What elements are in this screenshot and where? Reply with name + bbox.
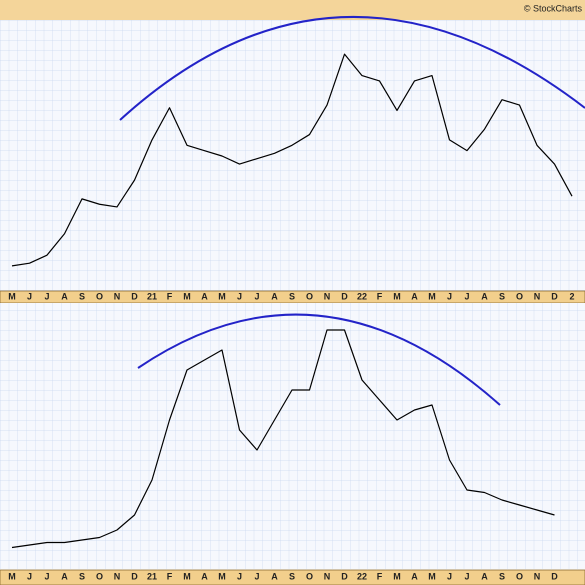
x-tick-label: M (428, 291, 436, 301)
trend-arc (119, 16, 585, 121)
x-tick-label: J (237, 291, 242, 301)
x-tick-label: D (341, 291, 348, 301)
x-tick-label: F (167, 291, 173, 301)
x-tick-label: M (218, 291, 226, 301)
header-bar (0, 0, 585, 20)
x-tick-label: N (324, 291, 331, 301)
x-tick-label: O (516, 571, 523, 581)
x-tick-label: M (183, 571, 191, 581)
x-tick-label: J (44, 291, 49, 301)
x-tick-label: F (377, 571, 383, 581)
x-tick-label: A (61, 571, 68, 581)
x-tick-label: S (289, 291, 295, 301)
x-tick-label: F (167, 571, 173, 581)
x-tick-label: M (393, 291, 401, 301)
x-tick-label: A (481, 571, 488, 581)
x-tick-label: M (393, 571, 401, 581)
x-tick-label: A (61, 291, 68, 301)
x-tick-label: J (44, 571, 49, 581)
x-tick-label: A (201, 571, 208, 581)
x-tick-label: S (499, 571, 505, 581)
x-tick-label: 22 (357, 571, 367, 581)
x-tick-label: A (271, 571, 278, 581)
x-tick-label: S (79, 291, 85, 301)
x-tick-label: A (271, 291, 278, 301)
x-tick-label: J (27, 571, 32, 581)
panel-grid (0, 20, 585, 291)
price-line (11, 53, 573, 267)
x-tick-label: M (8, 291, 16, 301)
x-tick-label: 21 (147, 571, 157, 581)
x-tick-label: D (131, 291, 138, 301)
x-tick-label: O (306, 291, 313, 301)
x-tick-label: A (411, 571, 418, 581)
x-tick-label: J (464, 571, 469, 581)
x-tick-label: 2 (569, 291, 574, 301)
x-tick-label: J (237, 571, 242, 581)
x-tick-label: D (551, 571, 558, 581)
x-tick-label: J (447, 291, 452, 301)
x-tick-label: J (464, 291, 469, 301)
x-tick-label: F (377, 291, 383, 301)
x-tick-label: D (551, 291, 558, 301)
x-tick-label: M (428, 571, 436, 581)
x-tick-label: M (8, 571, 16, 581)
x-tick-label: N (534, 291, 541, 301)
x-tick-label: M (183, 291, 191, 301)
x-tick-label: S (289, 571, 295, 581)
x-tick-label: O (516, 291, 523, 301)
x-tick-label: J (27, 291, 32, 301)
x-tick-label: 22 (357, 291, 367, 301)
x-tick-label: J (447, 571, 452, 581)
x-tick-label: J (254, 291, 259, 301)
x-tick-label: O (96, 291, 103, 301)
x-tick-label: N (534, 571, 541, 581)
price-line (11, 329, 555, 549)
panel-grid (0, 303, 585, 569)
x-tick-label: A (481, 291, 488, 301)
x-tick-label: J (254, 571, 259, 581)
x-tick-label: S (79, 571, 85, 581)
x-tick-label: D (341, 571, 348, 581)
x-tick-label: 21 (147, 291, 157, 301)
x-tick-label: N (114, 291, 121, 301)
source: © StockCharts (524, 3, 583, 13)
x-tick-label: A (201, 291, 208, 301)
x-tick-label: D (131, 571, 138, 581)
x-tick-label: M (218, 571, 226, 581)
x-tick-label: A (411, 291, 418, 301)
x-tick-label: O (306, 571, 313, 581)
x-tick-label: N (114, 571, 121, 581)
x-tick-label: O (96, 571, 103, 581)
x-axis-band (0, 569, 585, 585)
trend-arc (137, 313, 501, 406)
x-tick-label: S (499, 291, 505, 301)
x-tick-label: N (324, 571, 331, 581)
